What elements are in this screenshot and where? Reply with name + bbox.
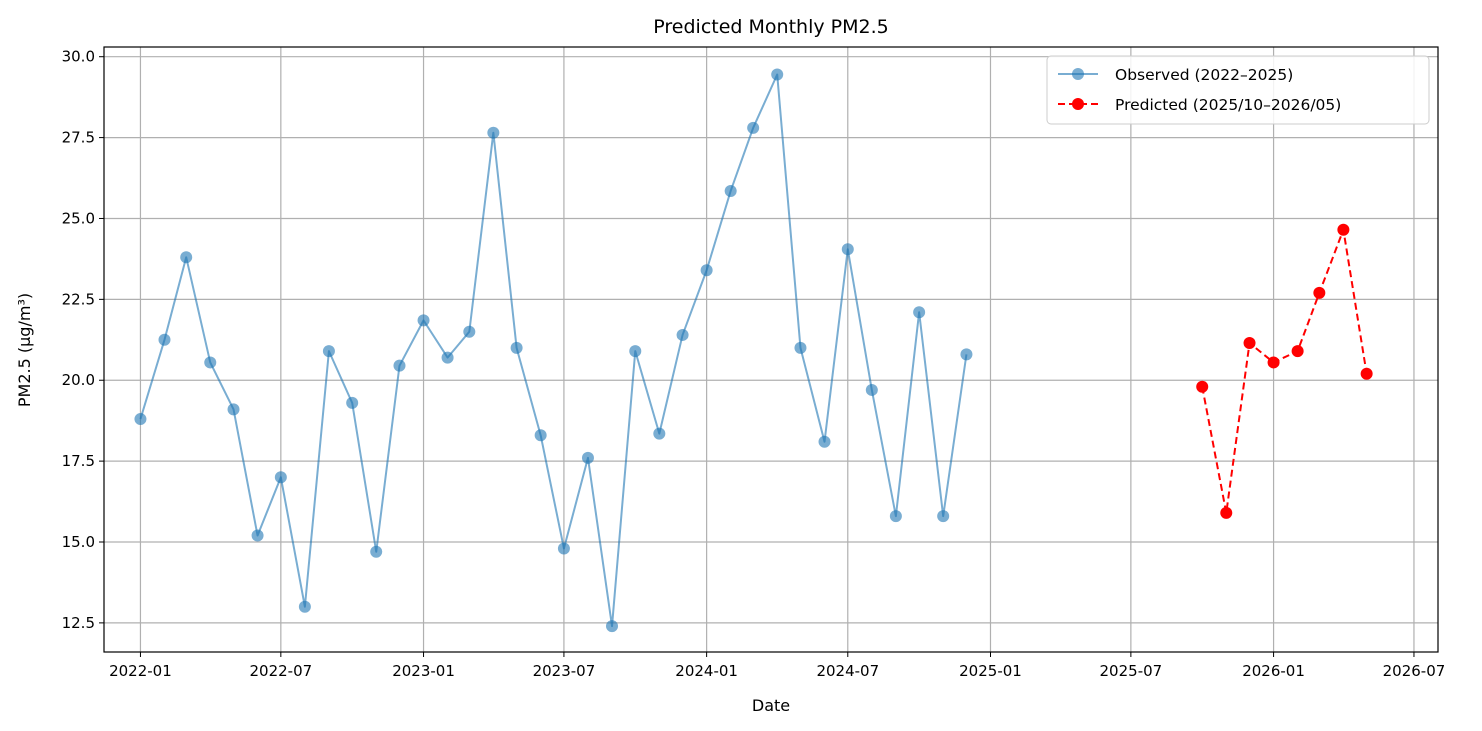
series-1-point-5 <box>1313 286 1326 299</box>
x-tick-label-2: 2023-01 <box>392 662 455 680</box>
series-0-point-14 <box>463 325 476 338</box>
series-0-point-28 <box>794 341 807 354</box>
series-1-point-4 <box>1291 345 1304 358</box>
y-tick-label-5: 25.0 <box>62 209 95 227</box>
series-0-point-15 <box>487 126 500 139</box>
x-tick-label-4: 2024-01 <box>675 662 738 680</box>
grid-lines <box>104 47 1438 652</box>
series-0-point-25 <box>724 184 737 197</box>
x-tick-label-3: 2023-07 <box>533 662 596 680</box>
series-0-point-34 <box>937 510 950 523</box>
series-0-point-6 <box>274 471 287 484</box>
series-0-point-9 <box>346 396 359 409</box>
x-tick-label-5: 2024-07 <box>816 662 879 680</box>
x-tick-label-9: 2026-07 <box>1383 662 1446 680</box>
series-1-point-1 <box>1220 506 1233 519</box>
series-0-point-2 <box>180 251 193 264</box>
series-0-point-17 <box>534 429 547 442</box>
series-0-point-7 <box>298 600 311 613</box>
legend-box <box>1046 55 1430 125</box>
series-0-point-26 <box>747 121 760 134</box>
series-0-point-20 <box>606 620 619 633</box>
x-tick-label-7: 2025-07 <box>1100 662 1163 680</box>
series-0-point-32 <box>889 510 902 523</box>
series-0-point-30 <box>841 243 854 256</box>
y-tick-label-2: 17.5 <box>62 452 95 470</box>
legend-observed-marker <box>1072 68 1084 80</box>
y-axis-title: PM2.5 (µg/m³) <box>15 293 34 407</box>
series-1-point-7 <box>1360 367 1373 380</box>
series-1-point-2 <box>1243 337 1256 350</box>
series-line-1 <box>1201 228 1368 514</box>
x-tick-label-8: 2026-01 <box>1242 662 1305 680</box>
legend-predicted-marker <box>1072 98 1084 110</box>
series-0-point-27 <box>771 68 784 81</box>
series-1-point-6 <box>1337 223 1350 236</box>
legend: Observed (2022–2025) Predicted (2025/10–… <box>1046 55 1430 125</box>
x-axis: 2022-01 2022-07 2023-01 2023-07 2024-01 2024-… <box>109 652 1445 680</box>
series-1-point-0 <box>1196 380 1209 393</box>
series-0-point-22 <box>653 427 666 440</box>
legend-observed-label: Observed (2022–2025) <box>1115 66 1293 84</box>
series-layer <box>134 68 1373 633</box>
series-0-point-31 <box>865 383 878 396</box>
y-tick-label-4: 22.5 <box>62 290 95 308</box>
series-0-point-13 <box>441 351 454 364</box>
plot-frame <box>103 46 1439 653</box>
series-0-point-19 <box>581 451 594 464</box>
y-tick-label-6: 27.5 <box>62 129 95 147</box>
series-0-point-11 <box>393 359 406 372</box>
series-0-point-10 <box>370 545 383 558</box>
series-0-point-16 <box>510 341 523 354</box>
series-0-point-3 <box>204 356 217 369</box>
series-0-point-8 <box>322 345 335 358</box>
series-0-point-33 <box>913 306 926 319</box>
y-tick-label-7: 30.0 <box>62 48 95 66</box>
series-line-0 <box>139 73 968 628</box>
series-0-point-1 <box>158 333 171 346</box>
y-axis: 12.5 15.0 17.5 20.0 22.5 25.0 27.5 30.0 <box>62 48 104 632</box>
x-tick-label-6: 2025-01 <box>959 662 1022 680</box>
y-tick-label-1: 15.0 <box>62 533 95 551</box>
x-axis-title: Date <box>752 696 790 715</box>
series-1-point-3 <box>1267 356 1280 369</box>
x-tick-label-0: 2022-01 <box>109 662 172 680</box>
series-0-point-24 <box>700 264 713 277</box>
y-tick-label-0: 12.5 <box>62 614 95 632</box>
series-0-point-35 <box>960 348 973 361</box>
legend-predicted-label: Predicted (2025/10–2026/05) <box>1115 96 1341 114</box>
x-tick-label-1: 2022-07 <box>249 662 312 680</box>
series-0-point-18 <box>557 542 570 555</box>
series-0-point-0 <box>134 413 147 426</box>
series-0-point-29 <box>818 435 831 448</box>
series-0-point-23 <box>676 328 689 341</box>
chart-title: Predicted Monthly PM2.5 <box>653 16 888 38</box>
series-0-point-12 <box>417 314 430 327</box>
y-tick-label-3: 20.0 <box>62 371 95 389</box>
series-0-point-21 <box>629 345 642 358</box>
series-0-point-4 <box>227 403 240 416</box>
series-0-point-5 <box>251 529 264 542</box>
